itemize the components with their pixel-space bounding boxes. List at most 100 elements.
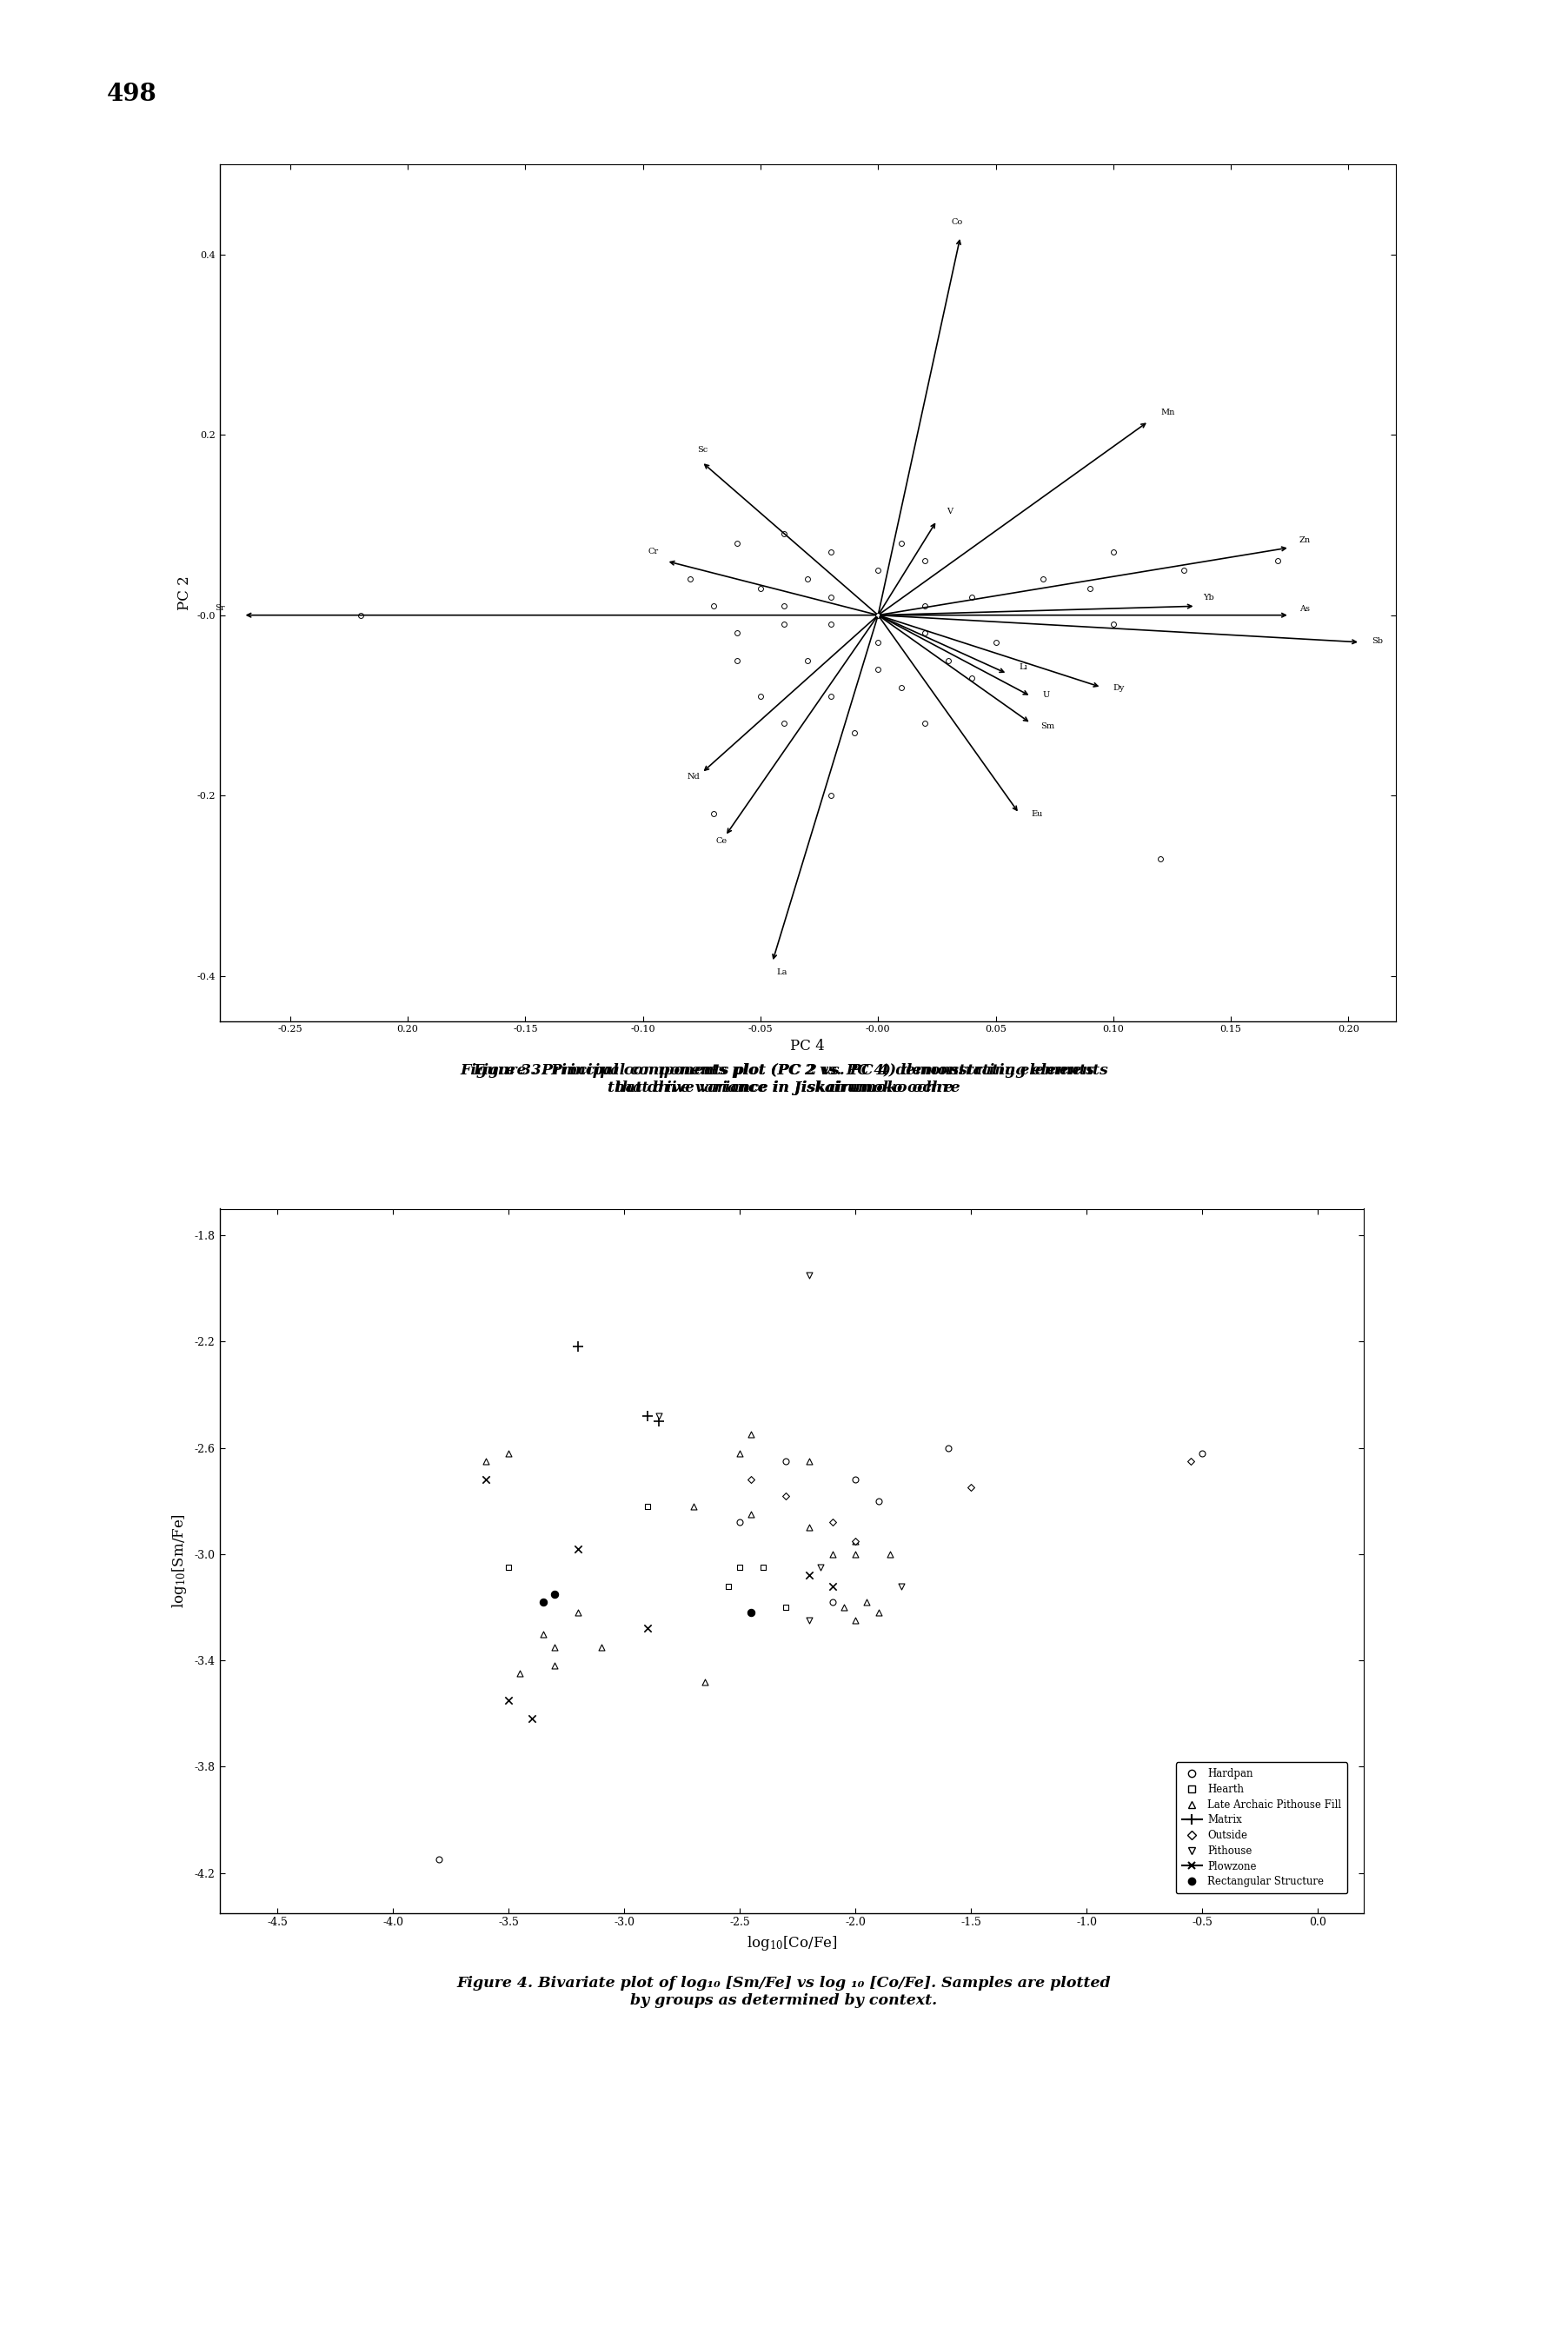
Outside — [958, 1469, 983, 1507]
Late Archaic Pithouse Fill — [844, 1535, 869, 1572]
Point — [795, 561, 820, 598]
Plowzone — [797, 1556, 822, 1594]
Pithouse — [797, 1601, 822, 1638]
Outside — [844, 1523, 869, 1561]
Point — [701, 587, 726, 624]
Point — [913, 704, 938, 742]
Plowzone — [495, 1680, 521, 1718]
Pithouse — [889, 1568, 914, 1605]
Point — [348, 596, 373, 634]
Matrix — [646, 1404, 671, 1441]
Point — [960, 660, 985, 697]
Point — [724, 523, 750, 561]
Hardpan — [844, 1460, 869, 1497]
Late Archaic Pithouse Fill — [844, 1601, 869, 1638]
Late Archaic Pithouse Fill — [681, 1488, 706, 1526]
Plowzone — [635, 1610, 660, 1648]
Matrix — [566, 1328, 591, 1366]
Hardpan — [936, 1429, 961, 1467]
Text: Eu: Eu — [1032, 810, 1043, 819]
Point — [771, 606, 797, 643]
Point — [818, 533, 844, 570]
Hardpan — [866, 1483, 891, 1521]
Text: As: As — [1298, 606, 1309, 613]
Rectangular Structure — [543, 1575, 568, 1612]
Point — [677, 561, 702, 598]
Text: Figure 4. Bivariate plot of log₁₀ [Sm/Fe] vs log ₁₀ [Co/Fe]. Samples are plotted: Figure 4. Bivariate plot of log₁₀ [Sm/Fe… — [456, 1976, 1112, 2009]
Point — [889, 523, 914, 561]
Late Archaic Pithouse Fill — [844, 1523, 869, 1561]
Point — [771, 704, 797, 742]
Late Archaic Pithouse Fill — [508, 1655, 533, 1692]
Pithouse — [646, 1396, 671, 1434]
Text: Cr: Cr — [648, 547, 659, 556]
Outside — [773, 1476, 798, 1514]
Point — [983, 624, 1008, 662]
Text: Sr: Sr — [215, 603, 224, 613]
Late Archaic Pithouse Fill — [495, 1434, 521, 1472]
Plowzone — [566, 1530, 591, 1568]
Point — [1101, 606, 1126, 643]
Rectangular Structure — [530, 1584, 555, 1622]
Point — [1101, 533, 1126, 570]
Text: Figure 3. Principal components plot (PC 2 vs. PC 4) demonstrating elements
that : Figure 3. Principal components plot (PC … — [459, 1063, 1109, 1096]
Late Archaic Pithouse Fill — [739, 1415, 764, 1453]
Late Archaic Pithouse Fill — [878, 1535, 903, 1572]
X-axis label: $\mathregular{log_{10}[Co/Fe]}$: $\mathregular{log_{10}[Co/Fe]}$ — [746, 1934, 837, 1953]
Late Archaic Pithouse Fill — [543, 1629, 568, 1666]
Text: Li: Li — [1019, 664, 1027, 671]
Text: Mn: Mn — [1160, 408, 1174, 418]
Text: La: La — [778, 967, 787, 976]
Point — [866, 624, 891, 662]
Late Archaic Pithouse Fill — [566, 1594, 591, 1631]
Text: Zn: Zn — [1298, 535, 1311, 545]
Late Archaic Pithouse Fill — [543, 1648, 568, 1685]
Point — [1030, 561, 1055, 598]
Point — [889, 669, 914, 706]
Point — [913, 615, 938, 652]
Plowzone — [820, 1568, 845, 1605]
Plowzone — [519, 1699, 544, 1737]
Late Archaic Pithouse Fill — [797, 1443, 822, 1481]
Point — [866, 650, 891, 688]
Late Archaic Pithouse Fill — [855, 1584, 880, 1622]
Point — [913, 542, 938, 580]
Outside — [1178, 1443, 1203, 1481]
Hardpan — [426, 1840, 452, 1878]
Hearth — [751, 1549, 776, 1587]
Point — [866, 596, 891, 634]
Outside — [820, 1504, 845, 1542]
Y-axis label: PC 2: PC 2 — [177, 575, 191, 610]
Hardpan — [820, 1584, 845, 1622]
Text: Yb: Yb — [1203, 594, 1214, 601]
Late Archaic Pithouse Fill — [588, 1629, 613, 1666]
Late Archaic Pithouse Fill — [474, 1443, 499, 1481]
Point — [795, 641, 820, 678]
Pithouse — [797, 1256, 822, 1293]
Point — [748, 570, 773, 608]
Late Archaic Pithouse Fill — [728, 1434, 753, 1472]
Hardpan — [1190, 1434, 1215, 1472]
Hardpan — [773, 1443, 798, 1481]
Pithouse — [808, 1549, 833, 1587]
Matrix — [635, 1396, 660, 1434]
Outside — [739, 1460, 764, 1497]
Point — [1171, 552, 1196, 589]
Text: Co: Co — [952, 218, 963, 225]
Point — [818, 606, 844, 643]
Point — [960, 577, 985, 615]
Text: V: V — [947, 507, 952, 514]
Legend: Hardpan, Hearth, Late Archaic Pithouse Fill, Matrix, Outside, Pithouse, Plowzone: Hardpan, Hearth, Late Archaic Pithouse F… — [1176, 1763, 1347, 1894]
Point — [1077, 570, 1102, 608]
Late Archaic Pithouse Fill — [739, 1495, 764, 1533]
Late Archaic Pithouse Fill — [820, 1535, 845, 1572]
Text: Figure 3. Principal components plot (PC 2 vs. PC 4) demonstrating elements
that : Figure 3. Principal components plot (PC … — [474, 1063, 1094, 1096]
Point — [771, 516, 797, 554]
Hearth — [715, 1568, 740, 1605]
Text: Sb: Sb — [1372, 636, 1383, 645]
Text: U: U — [1043, 692, 1051, 699]
Point — [818, 777, 844, 814]
Y-axis label: $\mathregular{log_{10}[Sm/Fe]}$: $\mathregular{log_{10}[Sm/Fe]}$ — [171, 1514, 188, 1608]
Point — [771, 587, 797, 624]
Point — [818, 678, 844, 716]
